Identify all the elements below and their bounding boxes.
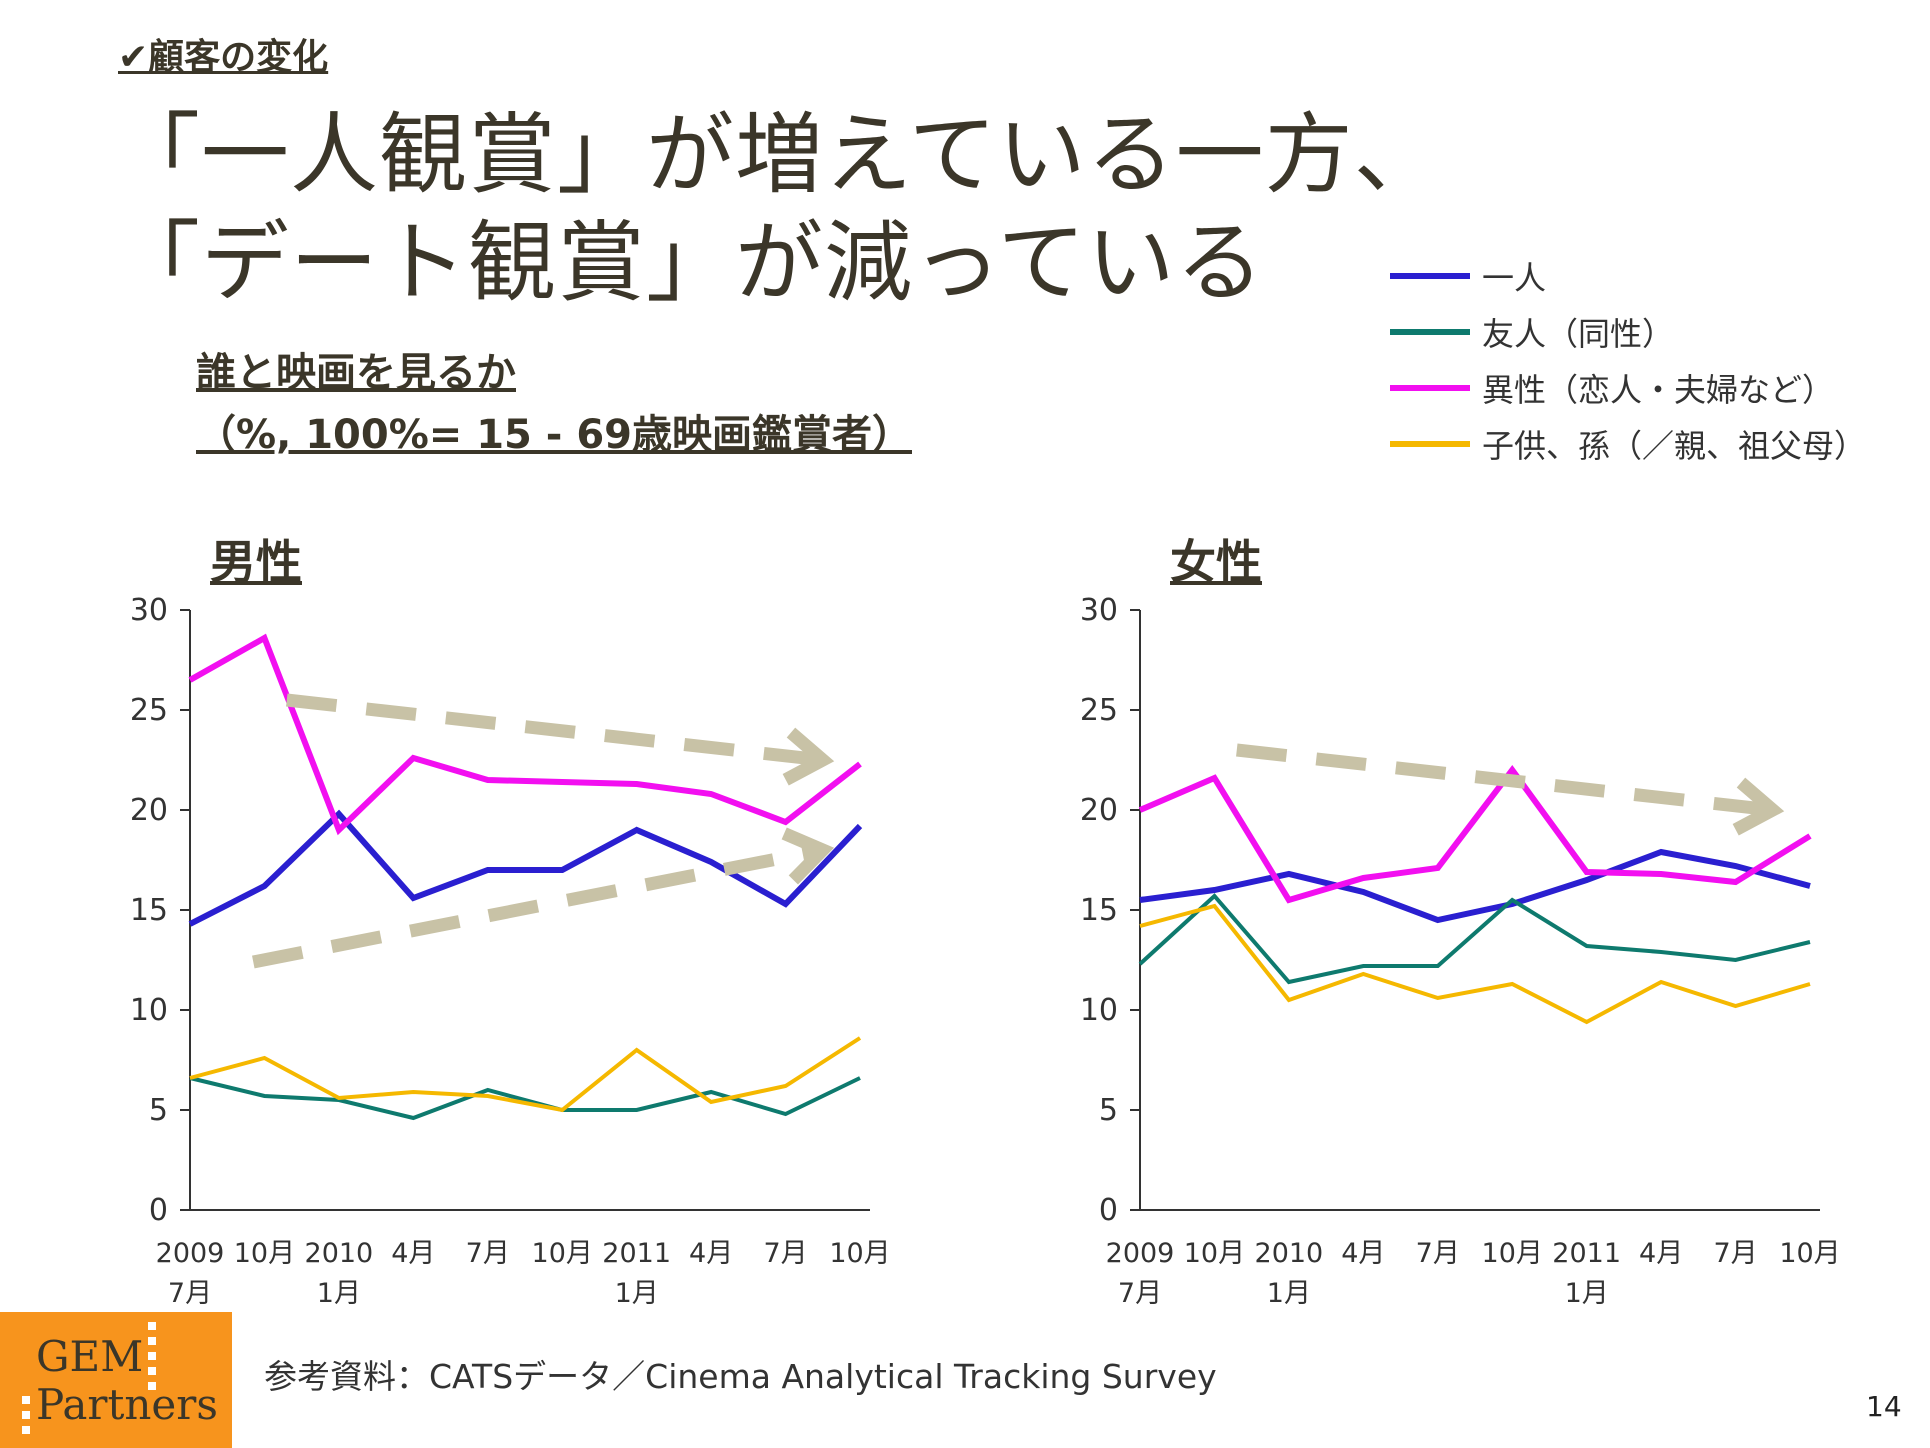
x-tick-label: 10月	[1779, 1238, 1840, 1269]
y-tick-label: 5	[149, 1093, 168, 1128]
legend-item-partner: 異性（恋人・夫婦など）	[1390, 360, 1866, 416]
y-tick-label: 0	[149, 1193, 168, 1228]
x-tick-label: 10月	[1184, 1238, 1245, 1269]
x-tick-label: 7月	[763, 1238, 807, 1269]
legend-item-friend: 友人（同性）	[1390, 304, 1866, 360]
y-tick-label: 20	[130, 793, 168, 828]
trend-arrow-head	[782, 727, 835, 786]
subtitle-line1: 誰と映画を見るか	[196, 350, 516, 396]
trend-arrow-head	[781, 827, 835, 885]
legend-swatch	[1390, 273, 1470, 279]
x-tick-label-sub: 1月	[1565, 1278, 1609, 1309]
partner-line	[188, 633, 862, 836]
slide-kicker: ✔顧客の変化	[118, 37, 329, 78]
female-line-chart: 0 5 10 15 20 25 30 2009 7月 10月 2010 1月 4月 7月 10月 2011 1月…	[1080, 593, 1841, 1309]
x-tick-label-sub: 7月	[168, 1278, 212, 1309]
page-number: 14	[1866, 1390, 1902, 1423]
x-tick-label: 2009	[156, 1238, 225, 1269]
x-tick-label: 10月	[532, 1238, 593, 1269]
trend-arrow-line	[1236, 743, 1774, 817]
x-tick-label: 10月	[234, 1238, 295, 1269]
logo-text-gem: GEM	[36, 1332, 144, 1381]
y-tick-label: 25	[130, 693, 168, 728]
subtitle-line2: （%, 100%= 15 - 69歳映画鑑賞者）	[196, 412, 912, 458]
legend-label: 異性（恋人・夫婦など）	[1482, 371, 1835, 409]
x-tick-label: 2009	[1106, 1238, 1175, 1269]
solo-line	[1139, 848, 1811, 924]
x-tick-label: 4月	[689, 1238, 733, 1269]
partner-line	[1138, 764, 1812, 904]
y-tick-label: 10	[130, 993, 168, 1028]
legend-swatch	[1390, 441, 1470, 447]
friend-line	[1138, 893, 1811, 985]
source-note: 参考資料：CATSデータ／Cinema Analytical Tracking …	[264, 1357, 1217, 1396]
x-tick-label: 7月	[1713, 1238, 1757, 1269]
x-tick-label-sub: 1月	[317, 1278, 361, 1309]
y-tick-label: 30	[1080, 593, 1118, 628]
legend-label: 友人（同性）	[1482, 315, 1675, 353]
x-tick-label: 2011	[602, 1238, 671, 1269]
x-tick-label: 4月	[1639, 1238, 1683, 1269]
y-tick-label: 0	[1099, 1193, 1118, 1228]
chart-legend: 一人 友人（同性） 異性（恋人・夫婦など） 子供、孫（／親、祖父母）	[1390, 248, 1866, 472]
x-tick-label: 2010	[1255, 1238, 1324, 1269]
logo-text-partners: Partners	[36, 1380, 218, 1429]
logo-dots-icon	[148, 1322, 156, 1397]
x-tick-label: 4月	[391, 1238, 435, 1269]
y-tick-label: 10	[1080, 993, 1118, 1028]
trend-arrow-head	[1732, 777, 1785, 836]
x-tick-label-sub: 1月	[615, 1278, 659, 1309]
x-tick-label: 10月	[1482, 1238, 1543, 1269]
x-tick-label: 2011	[1552, 1238, 1621, 1269]
legend-label: 子供、孫（／親、祖父母）	[1482, 427, 1867, 465]
trend-arrow-line	[252, 843, 825, 969]
x-tick-label: 7月	[1416, 1238, 1460, 1269]
legend-swatch	[1390, 385, 1470, 391]
y-tick-label: 20	[1080, 793, 1118, 828]
male-line-chart: 0 5 10 15 20 25 30 2009 7月 10月 2010 1月 4月 7月 10月 2011 1月…	[130, 593, 891, 1309]
y-tick-label: 15	[1080, 893, 1118, 928]
y-tick-label: 25	[1080, 693, 1118, 728]
logo-dots-left-icon	[22, 1396, 30, 1441]
family-line	[189, 1036, 862, 1113]
gem-partners-logo: GEM Partners	[0, 1312, 232, 1448]
x-tick-label: 2010	[305, 1238, 374, 1269]
legend-item-family: 子供、孫（／親、祖父母）	[1390, 416, 1866, 472]
y-tick-label: 15	[130, 893, 168, 928]
x-tick-label-sub: 7月	[1118, 1278, 1162, 1309]
trend-arrow-line	[286, 693, 824, 767]
x-tick-label: 7月	[466, 1238, 510, 1269]
x-tick-label: 10月	[829, 1238, 890, 1269]
legend-label: 一人	[1482, 259, 1547, 297]
friend-line	[189, 1076, 861, 1121]
solo-line	[188, 809, 863, 927]
chart-title-female: 女性	[1170, 535, 1262, 589]
x-tick-label: 4月	[1341, 1238, 1385, 1269]
family-line	[1139, 903, 1811, 1025]
y-tick-label: 5	[1099, 1093, 1118, 1128]
legend-item-solo: 一人	[1390, 248, 1866, 304]
headline-line1: 「一人観賞」が増えている一方、	[112, 103, 1443, 206]
chart-title-male: 男性	[210, 535, 302, 589]
y-tick-label: 30	[130, 593, 168, 628]
x-tick-label-sub: 1月	[1267, 1278, 1311, 1309]
legend-swatch	[1390, 329, 1470, 335]
headline-line2: 「デート観賞」が減っている	[112, 211, 1265, 314]
